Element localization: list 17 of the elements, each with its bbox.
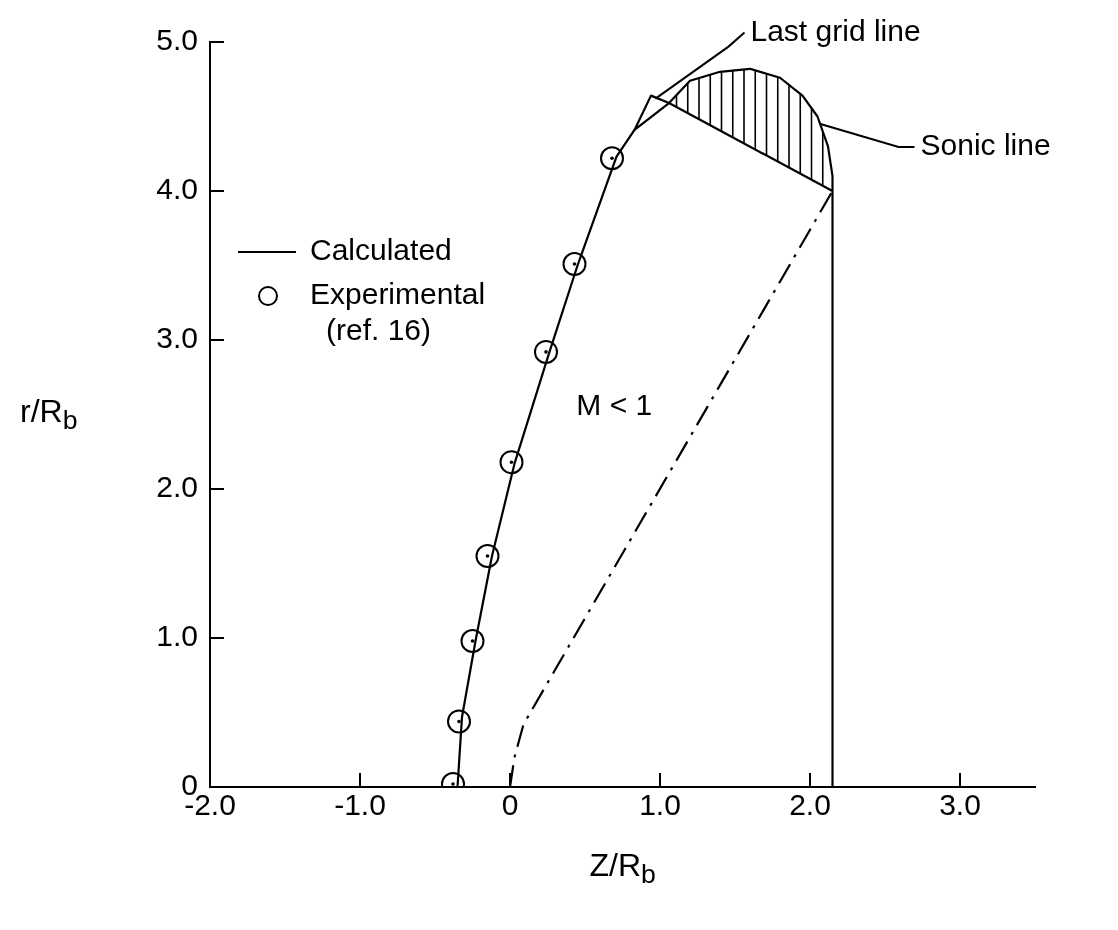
x-axis-title: Z/R$_{b}$ — [589, 847, 656, 891]
annotation: Sonic line — [920, 128, 1051, 162]
legend-label: Calculated — [310, 233, 452, 267]
annotation: M < 1 — [576, 388, 653, 422]
x-tick-label: 0 — [501, 788, 519, 822]
y-tick-label: 2.0 — [156, 470, 198, 504]
y-tick-label: 3.0 — [156, 321, 198, 355]
y-tick-label: 1.0 — [156, 619, 198, 653]
annotation: Last grid line — [750, 13, 921, 47]
y-tick-label: 4.0 — [156, 172, 198, 206]
x-tick-label: 3.0 — [939, 788, 981, 822]
legend-label: Experimental (ref. 16) — [310, 277, 486, 347]
y-axis-title: r/R$_{b}$ — [20, 393, 78, 437]
x-tick-label: 2.0 — [789, 788, 831, 822]
x-tick-label: -1.0 — [334, 788, 386, 822]
x-tick-label: 1.0 — [639, 788, 681, 822]
y-tick-label: 5.0 — [156, 23, 198, 57]
